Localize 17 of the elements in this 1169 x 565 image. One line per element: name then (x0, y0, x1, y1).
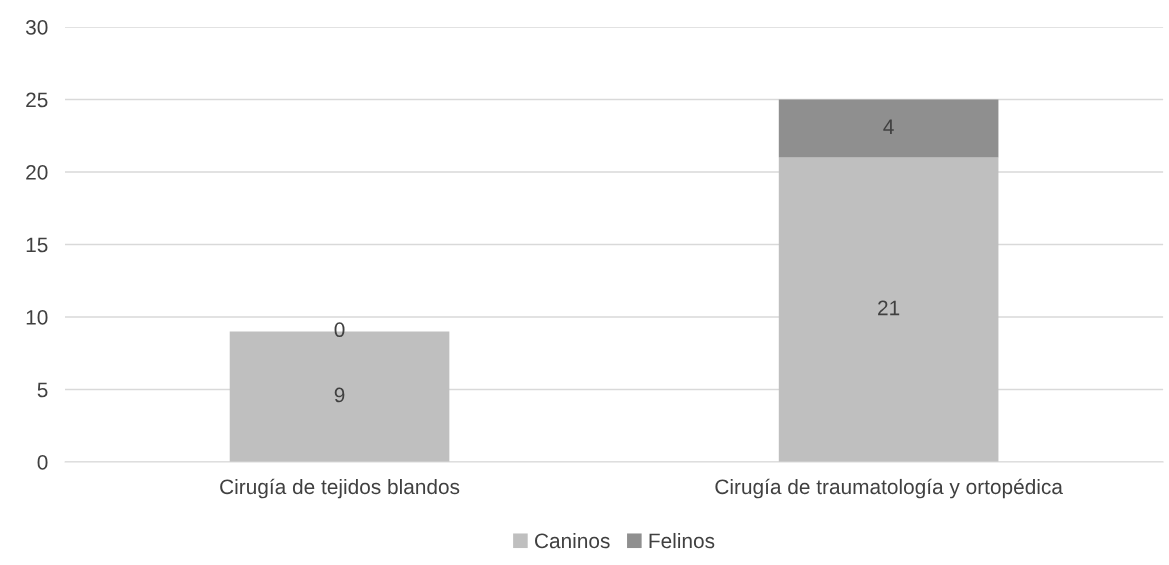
data-label: 9 (334, 387, 345, 403)
y-tick-label: 15 (26, 237, 48, 253)
data-label: 0 (334, 322, 345, 338)
bar (778, 99, 999, 158)
x-tick-label: Cirugía de tejidos blandos (220, 478, 460, 499)
legend-label: Felinos (649, 532, 715, 549)
y-tick-label: 10 (26, 310, 48, 325)
y-tick-label: 0 (37, 455, 48, 470)
y-tick-label: 5 (37, 382, 48, 398)
y-tick-label: 20 (26, 165, 48, 180)
legend-label: Caninos (535, 532, 610, 549)
bar (778, 157, 999, 462)
y-tick-label: 30 (25, 20, 48, 35)
data-label: 4 (883, 119, 894, 134)
data-label: 21 (878, 300, 900, 316)
y-tick-label: 25 (26, 92, 48, 108)
x-tick-label: Cirugía de traumatología y ortopédica (715, 478, 1063, 499)
